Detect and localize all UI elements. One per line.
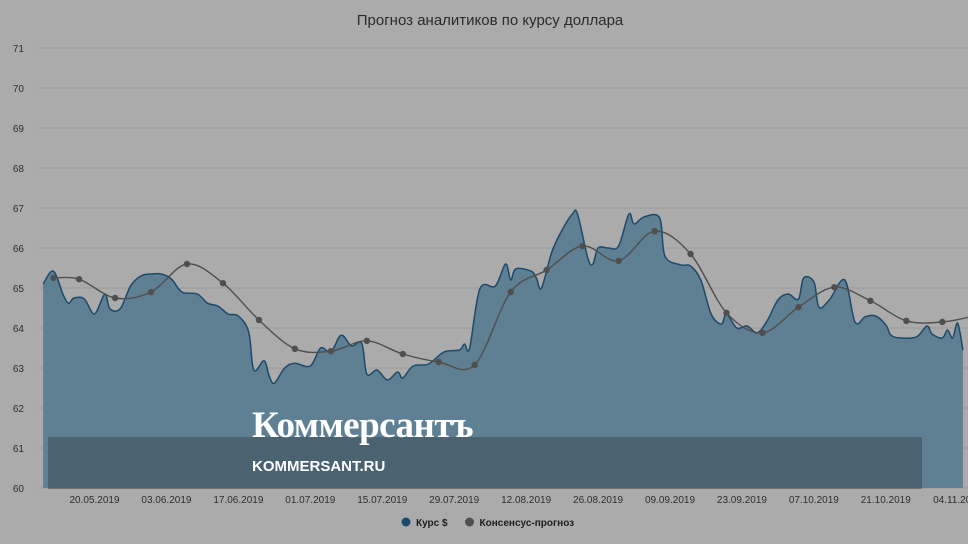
y-tick-label: 69 (13, 124, 25, 135)
series-consensus (50, 228, 968, 371)
y-tick-label: 64 (13, 324, 25, 335)
consensus-point (615, 257, 622, 264)
y-tick-label: 71 (13, 44, 25, 55)
legend-marker-usd (401, 517, 411, 527)
x-tick-label: 15.07.2019 (357, 495, 407, 506)
chart-title: Прогноз аналитиков по курсу доллара (357, 12, 624, 29)
legend-label-usd: Курс $ (416, 518, 448, 529)
x-tick-label: 12.08.2019 (501, 495, 551, 506)
y-tick-label: 66 (13, 244, 25, 255)
x-tick-label: 03.06.2019 (141, 495, 191, 506)
legend: Курс $ Консенсус-прогноз (401, 517, 575, 529)
x-tick-label: 09.09.2019 (645, 495, 695, 506)
y-tick-label: 68 (13, 164, 25, 175)
legend-label-consensus: Консенсус-прогноз (480, 518, 575, 529)
y-tick-label: 62 (13, 404, 25, 415)
usd-rate-line (42, 209, 964, 385)
consensus-point (579, 242, 586, 250)
x-tick-label: 29.07.2019 (429, 495, 479, 506)
consensus-point (507, 288, 514, 296)
x-tick-label: 26.08.2019 (573, 495, 623, 506)
consensus-point (831, 284, 838, 291)
consensus-point (363, 337, 371, 344)
consensus-point (471, 361, 478, 368)
legend-marker-consensus (465, 517, 475, 527)
consensus-point (399, 350, 407, 358)
consensus-point (795, 304, 802, 311)
consensus-point (183, 260, 191, 268)
series-usd-rate (42, 209, 964, 488)
consensus-point (903, 317, 910, 324)
watermark-brand: Коммерсантъ (252, 405, 473, 446)
y-tick-label: 65 (13, 284, 25, 295)
x-tick-label: 01.07.2019 (285, 495, 335, 506)
consensus-point (50, 274, 57, 282)
x-tick-label: 07.10.2019 (789, 495, 839, 506)
y-tick-label: 70 (13, 84, 25, 95)
consensus-point (147, 288, 155, 296)
x-axis-tick-labels: 20.05.2019 03.06.2019 17.06.2019 01.07.2019… (69, 495, 968, 506)
consensus-point (651, 228, 658, 235)
y-axis-tick-labels: 60 61 62 63 64 65 66 67 68 69 70 71 (13, 44, 25, 495)
x-tick-label: 04.11.2019 (933, 495, 968, 506)
consensus-point (327, 348, 335, 355)
consensus-point (255, 316, 263, 324)
watermark-url: KOMMERSANT.RU (252, 458, 385, 475)
watermark-band (48, 437, 922, 489)
consensus-point (687, 250, 694, 258)
x-tick-label: 21.10.2019 (861, 495, 911, 506)
y-tick-label: 61 (13, 444, 25, 455)
consensus-point (867, 297, 874, 304)
consensus-point (291, 345, 299, 352)
consensus-point (111, 294, 119, 302)
consensus-point (543, 266, 550, 274)
consensus-point (75, 276, 83, 283)
consensus-point (939, 318, 946, 326)
usd-rate-area (43, 210, 963, 488)
y-tick-label: 63 (13, 364, 25, 375)
x-tick-label: 17.06.2019 (213, 495, 263, 506)
consensus-point (723, 309, 730, 316)
consensus-point (219, 280, 227, 287)
watermark: Коммерсантъ KOMMERSANT.RU (48, 405, 922, 489)
x-tick-label: 23.09.2019 (717, 495, 767, 506)
y-tick-label: 67 (13, 204, 25, 215)
consensus-point (435, 358, 442, 366)
consensus-point (759, 329, 766, 336)
y-tick-label: 60 (13, 484, 25, 495)
x-tick-label: 20.05.2019 (69, 495, 119, 506)
